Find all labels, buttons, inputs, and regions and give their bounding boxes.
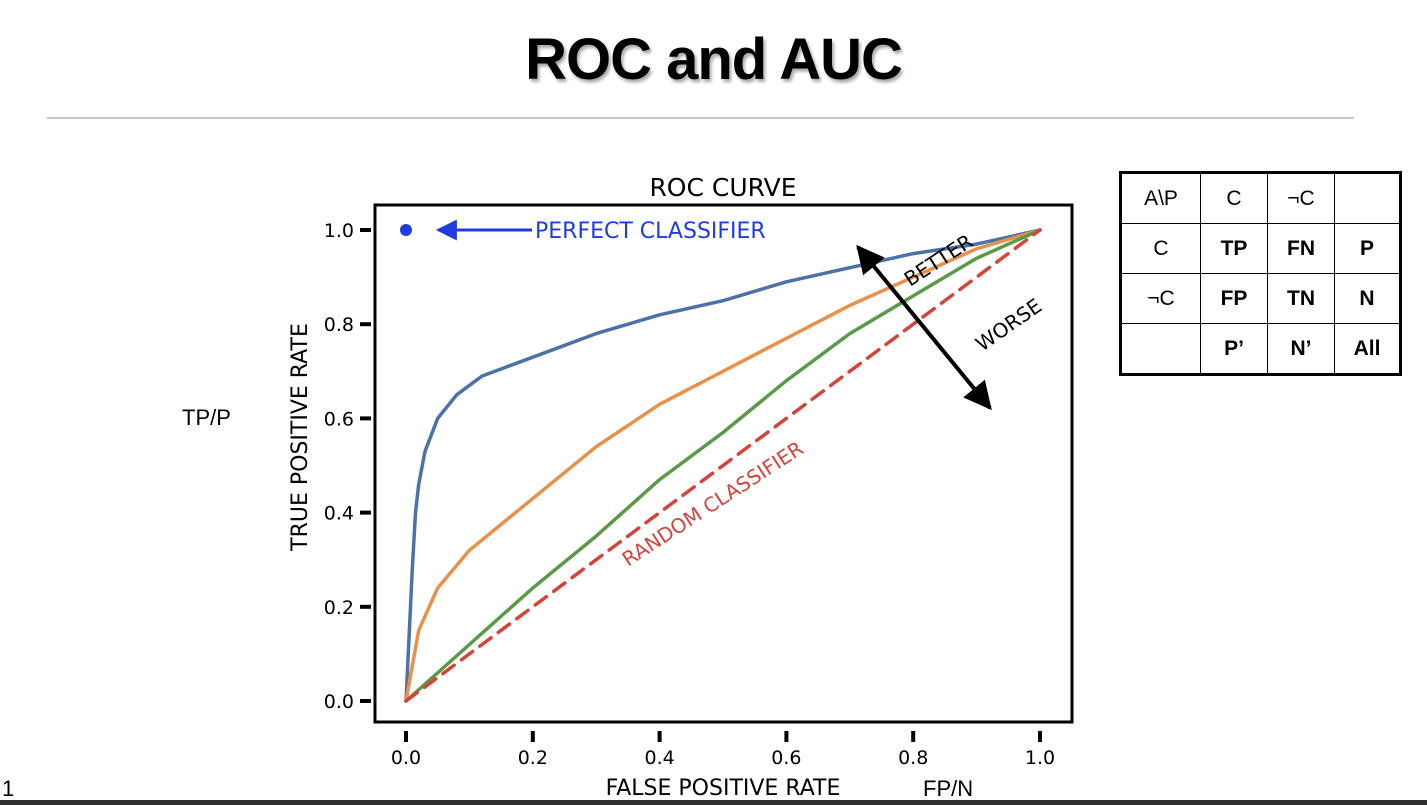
table-cell xyxy=(1120,323,1201,375)
worse-label: WORSE xyxy=(971,294,1046,357)
bottom-divider xyxy=(0,800,1427,805)
table-cell: All xyxy=(1334,323,1401,375)
table-cell: N’ xyxy=(1267,323,1335,375)
x-tick-label: 0.8 xyxy=(898,747,928,769)
table-cell: N xyxy=(1334,273,1401,324)
y-tick-label: 0.0 xyxy=(324,691,354,713)
perfect-classifier-point xyxy=(400,224,412,236)
table-cell: P’ xyxy=(1200,323,1268,375)
random-classifier-label: RANDOM CLASSIFIER xyxy=(618,436,808,571)
table-row: A\P C ¬C xyxy=(1120,172,1401,224)
page-number: 1 xyxy=(2,776,15,801)
x-tick-label: 0.2 xyxy=(518,747,548,769)
y-tick-label: 1.0 xyxy=(324,220,354,242)
x-axis-label: FALSE POSITIVE RATE xyxy=(606,776,841,801)
better-worse-arrow xyxy=(856,244,992,411)
x-tick-label: 0.4 xyxy=(644,747,674,769)
table-row: C TP FN P xyxy=(1120,223,1401,274)
table-row: P’ N’ All xyxy=(1120,323,1401,375)
fp-over-n-label: FP/N xyxy=(923,776,974,801)
table-cell: ¬C xyxy=(1267,172,1335,224)
table-cell: TN xyxy=(1267,273,1335,324)
tp-over-p-label: TP/P xyxy=(182,405,231,430)
y-axis-label: TRUE POSITIVE RATE xyxy=(288,323,313,552)
y-tick-label: 0.4 xyxy=(324,503,354,525)
table-cell: P xyxy=(1334,223,1401,274)
table-cell: ¬C xyxy=(1120,273,1201,324)
table-row: ¬C FP TN N xyxy=(1120,273,1401,324)
ticks-layer: 0.0 0.2 0.4 0.6 0.8 1.0 0.0 0.2 0.4 0.6 0.8 1.0 xyxy=(324,220,1055,769)
table-cell xyxy=(1334,172,1401,224)
x-tick-label: 0.0 xyxy=(391,747,421,769)
y-tick-label: 0.6 xyxy=(324,408,354,430)
title-divider xyxy=(47,117,1354,119)
confusion-matrix-table: A\P C ¬C C TP FN P ¬C FP TN N P’ N’ All xyxy=(1119,171,1402,376)
series-layer xyxy=(400,224,1042,703)
perfect-classifier-label: PERFECT CLASSIFIER xyxy=(535,219,766,244)
x-tick-label: 0.6 xyxy=(771,747,801,769)
table-cell: TP xyxy=(1200,223,1268,274)
x-tick-label: 1.0 xyxy=(1025,747,1055,769)
slide-title: ROC and AUC xyxy=(525,27,903,92)
y-tick-label: 0.8 xyxy=(324,314,354,336)
table-cell: C xyxy=(1120,223,1201,274)
y-tick-label: 0.2 xyxy=(324,597,354,619)
table-cell: A\P xyxy=(1120,172,1201,224)
table-cell: FN xyxy=(1267,223,1335,274)
table-cell: C xyxy=(1200,172,1268,224)
plot-frame xyxy=(373,203,1074,724)
roc-chart: ROC CURVE 0.0 0.2 0.4 0.6 0.8 1.0 0.0 0.2 0.4 0.6… xyxy=(288,173,1074,801)
table-cell: FP xyxy=(1200,273,1268,324)
chart-title: ROC CURVE xyxy=(649,173,796,202)
